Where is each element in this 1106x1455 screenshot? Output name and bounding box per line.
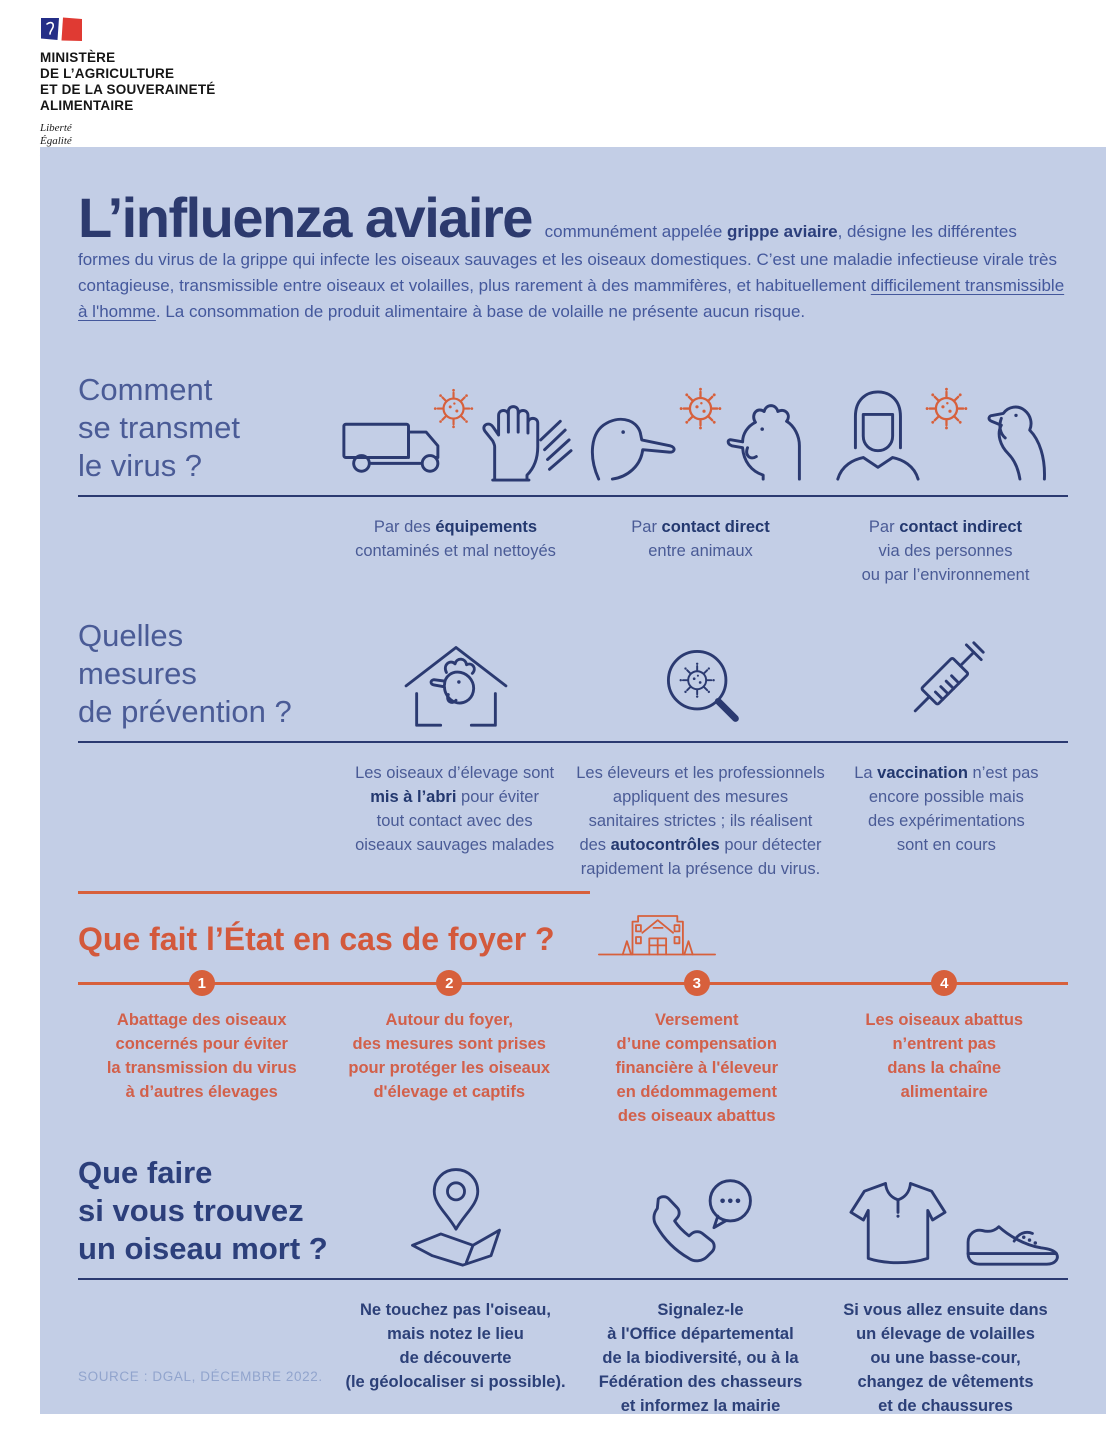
- divider: [78, 1278, 1068, 1280]
- intro-paragraph: L’influenza aviaire communément appelée …: [78, 189, 1068, 325]
- divider: [78, 495, 1068, 497]
- intro-text: communément appelée grippe aviaire, dési…: [78, 222, 1065, 321]
- magnifier-virus-icon: [578, 639, 823, 731]
- map-location-icon: [333, 1162, 578, 1268]
- prevention-heading: Quelles mesures de prévention ?: [78, 618, 292, 729]
- french-flag-icon: [41, 17, 82, 41]
- infographic-panel: L’influenza aviaire communément appelée …: [40, 147, 1106, 1414]
- timeline-line: [78, 982, 1068, 985]
- ministry-name: MINISTÈRE DE L’AGRICULTURE ET DE LA SOUV…: [40, 50, 216, 113]
- step-number-1: 1: [188, 970, 215, 996]
- syringe-icon: [823, 631, 1068, 731]
- section-transmission: Comment se transmet le virus ?: [78, 371, 1068, 587]
- section-prevention: Quelles mesures de prévention ?: [78, 617, 1068, 881]
- clothes-shoes-icon: [823, 1172, 1068, 1268]
- transmission-heading: Comment se transmet le virus ?: [78, 372, 240, 483]
- dead-bird-heading: Que faire si vous trouvez un oiseau mort…: [78, 1155, 328, 1266]
- prevention-caption-1: Les oiseaux d’élevage sont mis à l’abri …: [355, 764, 555, 854]
- step-number-4: 4: [931, 970, 958, 996]
- transmission-caption-1: Par des équipements contaminés et mal ne…: [355, 518, 556, 560]
- prevention-caption-2: Les éleveurs et les professionnels appli…: [576, 764, 825, 878]
- prevention-caption-3: La vaccination n’est pas encore possible…: [854, 764, 1039, 854]
- dead-bird-caption-1: Ne touchez pas l'oiseau, mais notez le l…: [345, 1301, 566, 1391]
- state-steps-timeline: 1 2 3 4: [78, 970, 1068, 996]
- step-text-2: Autour du foyer, des mesures sont prises…: [348, 1011, 551, 1101]
- step-number-2: 2: [436, 970, 463, 996]
- step-text-3: Versement d’une compensation financière …: [615, 1011, 779, 1125]
- orange-divider: [78, 891, 590, 894]
- step-text-4: Les oiseaux abattus n’entrent pas dans l…: [865, 1011, 1024, 1101]
- divider: [78, 741, 1068, 743]
- person-virus-turkey-icon: [823, 385, 1068, 485]
- step-number-3: 3: [683, 970, 710, 996]
- duck-virus-chicken-icon: [578, 385, 823, 485]
- ministry-logo: MINISTÈRE DE L’AGRICULTURE ET DE LA SOUV…: [40, 16, 215, 160]
- transmission-caption-3: Par contact indirect via des personnes o…: [861, 518, 1030, 584]
- dead-bird-caption-3: Si vous allez ensuite dans un élevage de…: [843, 1301, 1048, 1414]
- truck-virus-gloves-icon: [333, 385, 578, 485]
- house-chicken-icon: [333, 635, 578, 731]
- dead-bird-caption-2: Signalez-le à l'Office départemental de …: [598, 1301, 803, 1414]
- section-state: Que fait l’État en cas de foyer ?: [78, 891, 1068, 1128]
- government-building-icon: [581, 902, 733, 958]
- phone-report-icon: [578, 1172, 823, 1268]
- main-title: L’influenza aviaire: [78, 186, 533, 249]
- step-text-1: Abattage des oiseaux concernés pour évit…: [106, 1011, 297, 1101]
- state-heading: Que fait l’État en cas de foyer ?: [78, 921, 555, 957]
- source-note: SOURCE : DGAL, DÉCEMBRE 2022.: [78, 1369, 323, 1384]
- transmission-caption-2: Par contact direct entre animaux: [631, 518, 770, 560]
- section-dead-bird: Que faire si vous trouvez un oiseau mort…: [78, 1154, 1068, 1414]
